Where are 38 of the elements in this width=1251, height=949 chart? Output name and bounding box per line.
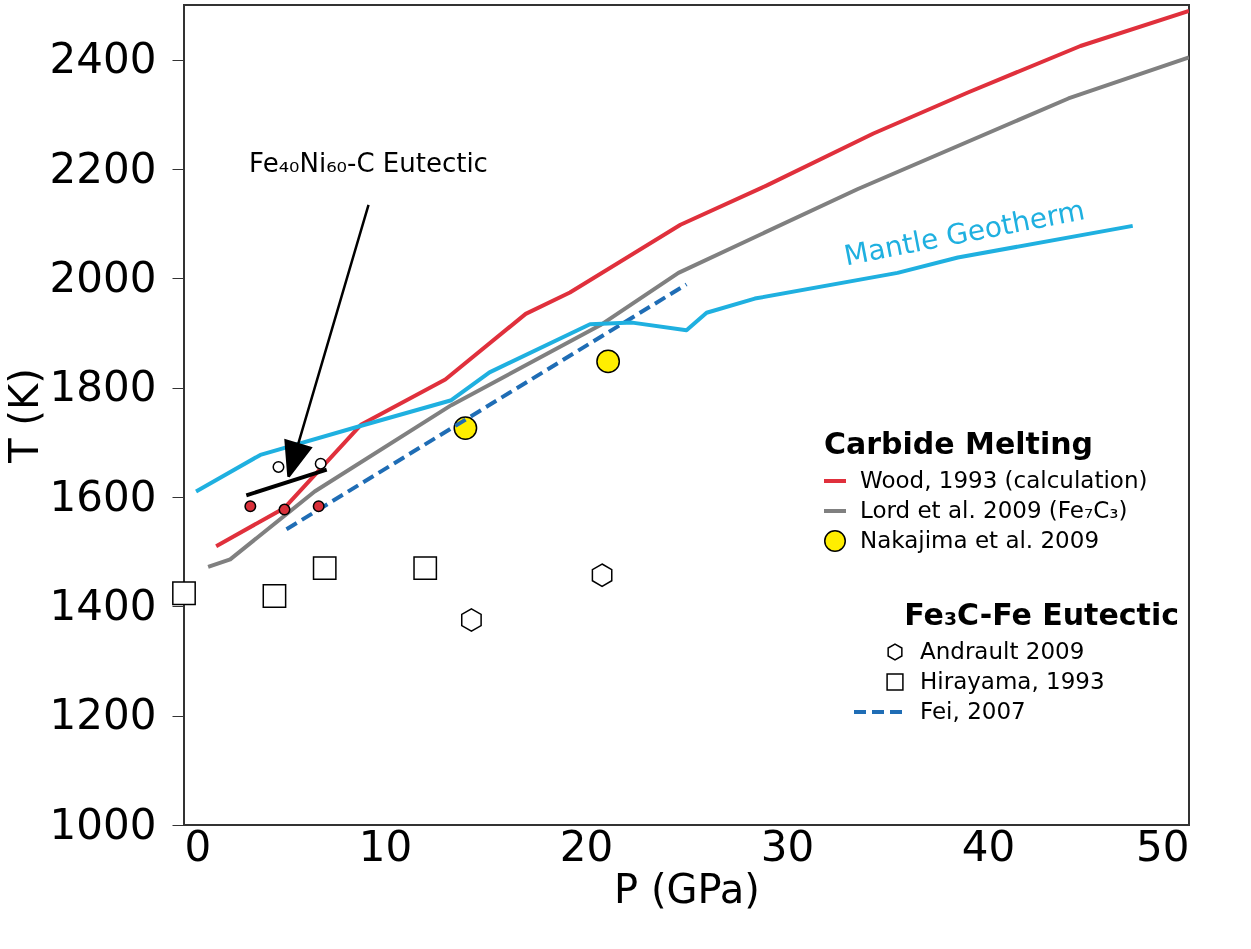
- x-axis-title: P (GPa): [614, 865, 760, 912]
- y-tick-label: 1600: [49, 471, 157, 521]
- legend-label: Nakajima et al. 2009: [860, 527, 1100, 553]
- legend-label: Hirayama, 1993: [920, 668, 1105, 694]
- legend-label: Fei, 2007: [920, 698, 1026, 724]
- y-tick-label: 2000: [49, 252, 157, 302]
- legend-label: Lord et al. 2009 (Fe₇C₃): [860, 497, 1128, 523]
- point: [312, 500, 325, 513]
- y-axis-title: T (K): [0, 368, 47, 464]
- point: [596, 349, 621, 374]
- y-tick-label: 1400: [49, 580, 157, 630]
- point: [272, 460, 285, 473]
- annotation: Mantle Geotherm: [841, 193, 1088, 273]
- legend-title: Carbide Melting: [824, 426, 1094, 461]
- x-tick-label: 10: [358, 821, 413, 871]
- legend-label: Wood, 1993 (calculation): [860, 467, 1148, 493]
- x-tick-label: 50: [1136, 821, 1190, 871]
- y-tick-label: 1000: [49, 799, 157, 849]
- legend-label: Andrault 2009: [920, 638, 1085, 664]
- y-tick-label: 1800: [49, 362, 157, 412]
- x-tick-label: 0: [184, 821, 212, 871]
- y-tick-label: 1200: [49, 690, 157, 740]
- y-tick-label: 2200: [49, 143, 157, 193]
- annotation: Fe₄₀Ni₆₀-C Eutectic: [249, 147, 488, 178]
- point: [461, 608, 482, 632]
- point: [172, 581, 196, 606]
- annotation: Fe₃C-Fe Eutectic: [904, 597, 1179, 632]
- x-tick-label: 20: [559, 821, 614, 871]
- point: [413, 556, 438, 580]
- point: [262, 584, 287, 608]
- point: [244, 500, 257, 513]
- y-tick-label: 2400: [49, 34, 157, 84]
- x-tick-label: 40: [961, 821, 1016, 871]
- point: [278, 503, 291, 516]
- point: [314, 457, 327, 470]
- x-tick-label: 30: [760, 821, 815, 871]
- point: [591, 563, 613, 588]
- point: [312, 556, 337, 580]
